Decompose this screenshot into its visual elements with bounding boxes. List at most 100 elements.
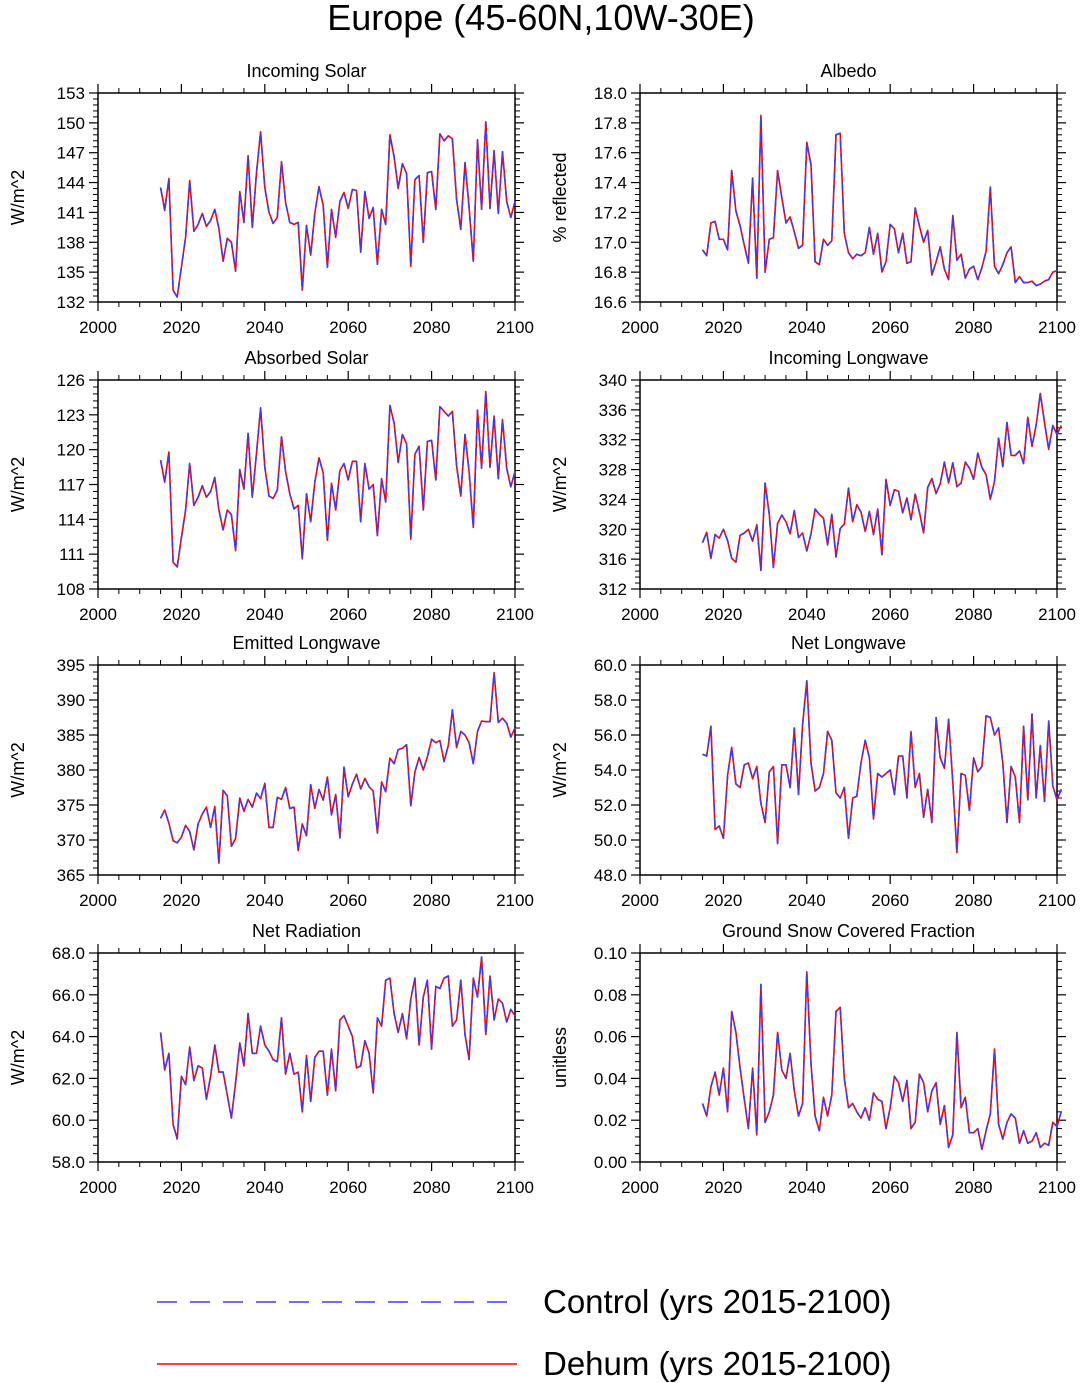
- x-tick-label: 2000: [79, 318, 117, 337]
- axes-frame: [639, 92, 1058, 303]
- y-tick-label: 0.10: [594, 944, 627, 963]
- panel-2: Albedo % reflected 16.6 16.8 17.0 17.2 17.4 17.…: [550, 61, 1076, 337]
- y-tick-label: 60.0: [594, 656, 627, 675]
- y-axis-label: W/m^2: [550, 457, 570, 512]
- y-tick-label: 332: [599, 431, 627, 450]
- y-tick-label: 0.00: [594, 1153, 627, 1172]
- y-tick-label: 17.4: [594, 174, 627, 193]
- panel-title: Incoming Solar: [246, 61, 366, 81]
- series-line-control: [701, 970, 1062, 1151]
- y-tick-label: 126: [57, 371, 85, 390]
- y-tick-label: 58.0: [594, 691, 627, 710]
- y-tick-label: 60.0: [52, 1111, 85, 1130]
- panel-title: Net Longwave: [791, 633, 906, 653]
- series-line-control: [702, 679, 1062, 854]
- y-tick-label: 316: [599, 550, 627, 569]
- y-tick-label: 17.0: [594, 233, 627, 252]
- x-tick-label: 2080: [955, 318, 993, 337]
- x-tick-label: 2060: [329, 1178, 367, 1197]
- x-tick-label: 2040: [246, 891, 284, 910]
- y-tick-label: 108: [57, 580, 85, 599]
- y-tick-label: 135: [57, 263, 85, 282]
- series-line-dehum: [159, 121, 516, 298]
- legend-control-label: Control (yrs 2015-2100): [543, 1283, 892, 1320]
- panel-title: Albedo: [820, 61, 876, 81]
- y-tick-label: 17.6: [594, 144, 627, 163]
- panel-title: Emitted Longwave: [232, 633, 380, 653]
- y-tick-label: 54.0: [594, 761, 627, 780]
- y-tick-label: 370: [57, 831, 85, 850]
- panel-title: Net Radiation: [252, 921, 361, 941]
- y-tick-label: 0.06: [594, 1028, 627, 1047]
- x-tick-label: 2080: [955, 605, 993, 624]
- x-tick-label: 2040: [246, 318, 284, 337]
- y-tick-label: 18.0: [594, 84, 627, 103]
- y-axis-label: unitless: [550, 1027, 570, 1088]
- panels: Incoming Solar W/m^2 132 135 138 141 144 147 150…: [8, 61, 1076, 1197]
- y-tick-label: 62.0: [52, 1069, 85, 1088]
- y-axis-label: W/m^2: [8, 742, 28, 797]
- y-tick-label: 123: [57, 406, 85, 425]
- series-line-control: [159, 671, 516, 864]
- y-tick-label: 312: [599, 580, 627, 599]
- x-tick-label: 2060: [871, 1178, 909, 1197]
- y-tick-label: 141: [57, 203, 85, 222]
- series-line-control: [159, 390, 516, 568]
- x-tick-label: 2060: [871, 605, 909, 624]
- y-tick-label: 64.0: [52, 1028, 85, 1047]
- x-tick-label: 2060: [871, 318, 909, 337]
- y-tick-label: 16.6: [594, 293, 627, 312]
- x-tick-label: 2040: [788, 891, 826, 910]
- y-tick-label: 58.0: [52, 1153, 85, 1172]
- y-tick-label: 111: [59, 545, 85, 564]
- y-tick-label: 132: [57, 293, 85, 312]
- y-tick-label: 17.2: [594, 203, 627, 222]
- x-tick-label: 2020: [704, 318, 742, 337]
- series-line-dehum: [159, 956, 516, 1140]
- x-tick-label: 2060: [871, 891, 909, 910]
- y-tick-label: 144: [57, 174, 85, 193]
- panel-3: Absorbed Solar W/m^2 108 111 114 117 120 123 126…: [8, 348, 534, 624]
- x-tick-label: 2000: [79, 605, 117, 624]
- series-line-control: [701, 392, 1062, 572]
- axes-frame: [97, 664, 516, 876]
- y-tick-label: 147: [57, 144, 85, 163]
- y-tick-label: 0.02: [594, 1111, 627, 1130]
- x-tick-label: 2020: [704, 891, 742, 910]
- panel-5: Emitted Longwave W/m^2 365 370 375 380 385 390 3…: [8, 633, 534, 910]
- x-tick-label: 2080: [413, 891, 451, 910]
- x-tick-label: 2020: [162, 605, 200, 624]
- y-tick-label: 375: [57, 796, 85, 815]
- panel-title: Incoming Longwave: [768, 348, 928, 368]
- x-tick-label: 2020: [162, 891, 200, 910]
- x-tick-label: 2020: [704, 605, 742, 624]
- y-tick-label: 324: [599, 490, 627, 509]
- panel-4: Incoming Longwave W/m^2 312 316 320 324 328 332…: [550, 348, 1076, 624]
- x-tick-label: 2060: [329, 318, 367, 337]
- y-tick-label: 117: [58, 476, 85, 495]
- legend: Control (yrs 2015-2100) Dehum (yrs 2015-…: [157, 1283, 892, 1382]
- y-tick-label: 52.0: [594, 796, 627, 815]
- series-line-dehum: [702, 679, 1062, 854]
- panel-title: Ground Snow Covered Fraction: [722, 921, 975, 941]
- x-tick-label: 2040: [788, 318, 826, 337]
- y-tick-label: 114: [58, 510, 85, 529]
- panel-7: Net Radiation W/m^2 58.0 60.0 62.0 64.0 66.0 68…: [8, 921, 534, 1197]
- y-tick-label: 153: [57, 84, 85, 103]
- y-tick-label: 17.8: [594, 114, 627, 133]
- y-tick-label: 68.0: [52, 944, 85, 963]
- y-tick-label: 50.0: [594, 831, 627, 850]
- y-tick-label: 328: [599, 461, 627, 480]
- x-tick-label: 2080: [413, 318, 451, 337]
- x-tick-label: 2040: [246, 1178, 284, 1197]
- y-tick-label: 120: [57, 441, 85, 460]
- y-axis-label: W/m^2: [550, 742, 570, 797]
- y-tick-label: 365: [57, 866, 85, 885]
- x-tick-label: 2100: [496, 891, 534, 910]
- x-tick-label: 2040: [788, 605, 826, 624]
- x-tick-label: 2020: [162, 318, 200, 337]
- y-tick-label: 385: [57, 726, 85, 745]
- x-tick-label: 2000: [621, 318, 659, 337]
- x-tick-label: 2060: [329, 605, 367, 624]
- x-tick-label: 2000: [79, 891, 117, 910]
